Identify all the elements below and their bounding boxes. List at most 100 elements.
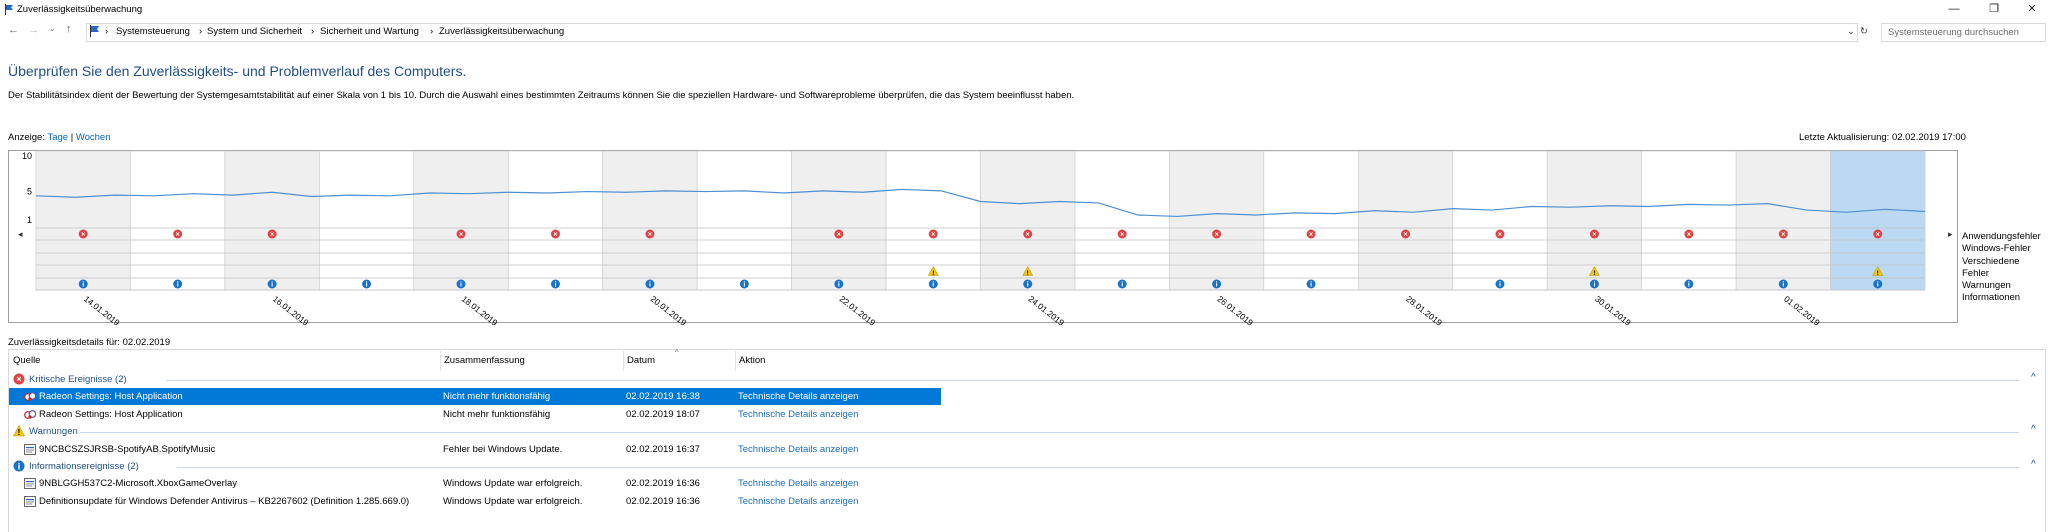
error-icon[interactable] [928, 229, 938, 239]
chart-day-column[interactable] [319, 150, 415, 291]
error-icon[interactable] [1873, 229, 1883, 239]
info-icon[interactable] [456, 279, 466, 289]
chart-day-column[interactable] [1735, 150, 1831, 291]
info-icon[interactable] [267, 279, 277, 289]
chart-day-column[interactable] [791, 150, 887, 291]
error-icon[interactable] [1589, 229, 1599, 239]
info-icon[interactable] [1778, 279, 1788, 289]
chart-day-column[interactable] [1263, 150, 1359, 291]
chart-day-column[interactable] [1169, 150, 1265, 291]
error-icon[interactable] [550, 229, 560, 239]
error-icon[interactable] [267, 229, 277, 239]
error-icon-glyph: × [1876, 232, 1880, 239]
info-icon[interactable] [1117, 279, 1127, 289]
scroll-right-icon[interactable]: ▸ [1948, 229, 1953, 239]
chart-day-column[interactable] [1074, 150, 1170, 291]
info-icon[interactable] [550, 279, 560, 289]
table-group-header[interactable]: ! Warnungen ^ [9, 423, 2043, 440]
info-icon[interactable] [1589, 279, 1599, 289]
forward-arrow-icon[interactable]: → [28, 24, 39, 36]
refresh-icon[interactable]: ↻ [1860, 26, 1868, 37]
table-group-header[interactable]: i Informationsereignisse (2) ^ [9, 458, 2043, 475]
warning-icon[interactable] [1872, 265, 1884, 276]
info-icon[interactable] [645, 279, 655, 289]
warning-icon[interactable] [1589, 265, 1600, 276]
info-icon-glyph: i [82, 282, 84, 289]
error-icon[interactable] [1212, 229, 1222, 239]
error-icon[interactable] [645, 229, 655, 239]
error-icon[interactable] [1684, 229, 1694, 239]
info-icon[interactable] [1684, 279, 1694, 289]
stability-chart[interactable]: 10 5 1 ◂ ▸ × i × i × i i × i × i × i i × i ×! i ×! i × i × i × i × × i ×! i… [8, 150, 1958, 332]
warning-icon[interactable] [1022, 265, 1034, 276]
column-source[interactable]: Quelle [13, 355, 41, 366]
info-icon[interactable] [1873, 279, 1883, 289]
table-row[interactable]: 9NBLGGH537C2-Microsoft.XboxGameOverlay Wi… [9, 475, 2043, 491]
address-bar[interactable] [86, 23, 1858, 42]
info-icon[interactable] [1306, 279, 1316, 289]
error-icon[interactable] [834, 229, 844, 239]
search-input[interactable]: Systemsteuerung durchsuchen [1881, 23, 2046, 42]
info-icon[interactable] [1023, 279, 1033, 289]
chart-day-column[interactable] [602, 150, 698, 291]
info-icon[interactable] [1212, 279, 1222, 289]
error-icon[interactable] [456, 229, 466, 239]
collapse-chevron-icon[interactable]: ^ [2031, 372, 2036, 383]
error-icon[interactable] [1023, 229, 1033, 239]
chart-day-column[interactable] [1452, 150, 1548, 291]
info-icon[interactable] [78, 279, 88, 289]
scroll-left-icon[interactable]: ◂ [18, 229, 23, 239]
chart-day-column[interactable] [413, 150, 509, 291]
column-date[interactable]: Datum [627, 355, 655, 366]
table-row[interactable]: 9NCBCSZSJRSB-SpotifyAB.SpotifyMusic Fehle… [9, 441, 2043, 457]
chart-day-column[interactable] [1358, 150, 1454, 291]
chart-day-column[interactable] [1641, 150, 1737, 291]
info-icon[interactable] [739, 279, 749, 289]
technical-details-link[interactable]: Technische Details anzeigen [738, 443, 859, 455]
chart-day-column[interactable] [130, 150, 226, 291]
chart-day-column[interactable] [224, 150, 320, 291]
maximize-button[interactable]: ❐ [1989, 3, 1999, 15]
chart-day-column[interactable] [696, 150, 792, 291]
table-group-header[interactable]: × Kritische Ereignisse (2) ^ [9, 371, 2043, 388]
breadcrumb-item[interactable]: System und Sicherheit [207, 26, 303, 37]
error-icon[interactable] [173, 229, 183, 239]
breadcrumb-item[interactable]: Systemsteuerung [116, 26, 190, 37]
info-icon[interactable] [928, 279, 938, 289]
address-dropdown-icon[interactable]: ⌄ [1847, 26, 1855, 37]
collapse-chevron-icon[interactable]: ^ [2031, 424, 2036, 436]
error-icon[interactable] [1778, 229, 1788, 239]
table-row[interactable]: Definitionsupdate für Windows Defender A… [9, 493, 2043, 509]
back-arrow-icon[interactable]: ← [8, 24, 19, 36]
recent-chevron-icon[interactable]: ⌄ [49, 24, 56, 33]
chart-day-column[interactable] [507, 150, 603, 291]
info-icon[interactable] [173, 279, 183, 289]
error-icon[interactable] [1401, 229, 1411, 239]
warning-icon-glyph: ! [1877, 270, 1879, 277]
view-days-link[interactable]: Tage [47, 132, 69, 143]
info-icon[interactable] [362, 279, 372, 289]
breadcrumb-item[interactable]: Sicherheit und Wartung [320, 26, 419, 37]
view-weeks-link[interactable]: Wochen [75, 132, 111, 143]
info-icon[interactable] [834, 279, 844, 289]
table-row[interactable]: Radeon Settings: Host Application Nicht m… [9, 388, 941, 405]
technical-details-link[interactable]: Technische Details anzeigen [738, 408, 859, 420]
technical-details-link[interactable]: Technische Details anzeigen [738, 391, 859, 403]
error-icon[interactable] [1306, 229, 1316, 239]
info-icon[interactable] [1495, 279, 1505, 289]
error-icon[interactable] [1495, 229, 1505, 239]
table-row[interactable]: Radeon Settings: Host Application Nicht m… [9, 406, 2043, 422]
warning-icon[interactable] [927, 265, 939, 276]
minimize-button[interactable]: — [1948, 3, 1960, 15]
close-button[interactable]: ✕ [2027, 3, 2037, 15]
error-icon[interactable] [78, 229, 88, 239]
technical-details-link[interactable]: Technische Details anzeigen [738, 495, 859, 507]
column-summary[interactable]: Zusammenfassung [444, 355, 525, 366]
chart-day-column[interactable] [35, 150, 131, 291]
technical-details-link[interactable]: Technische Details anzeigen [738, 478, 859, 490]
up-arrow-icon[interactable]: ↑ [66, 23, 72, 35]
column-action[interactable]: Aktion [739, 355, 766, 366]
collapse-chevron-icon[interactable]: ^ [2031, 459, 2036, 470]
error-icon[interactable] [1117, 229, 1127, 239]
breadcrumb-item[interactable]: Zuverlässigkeitsüberwachung [439, 26, 565, 37]
